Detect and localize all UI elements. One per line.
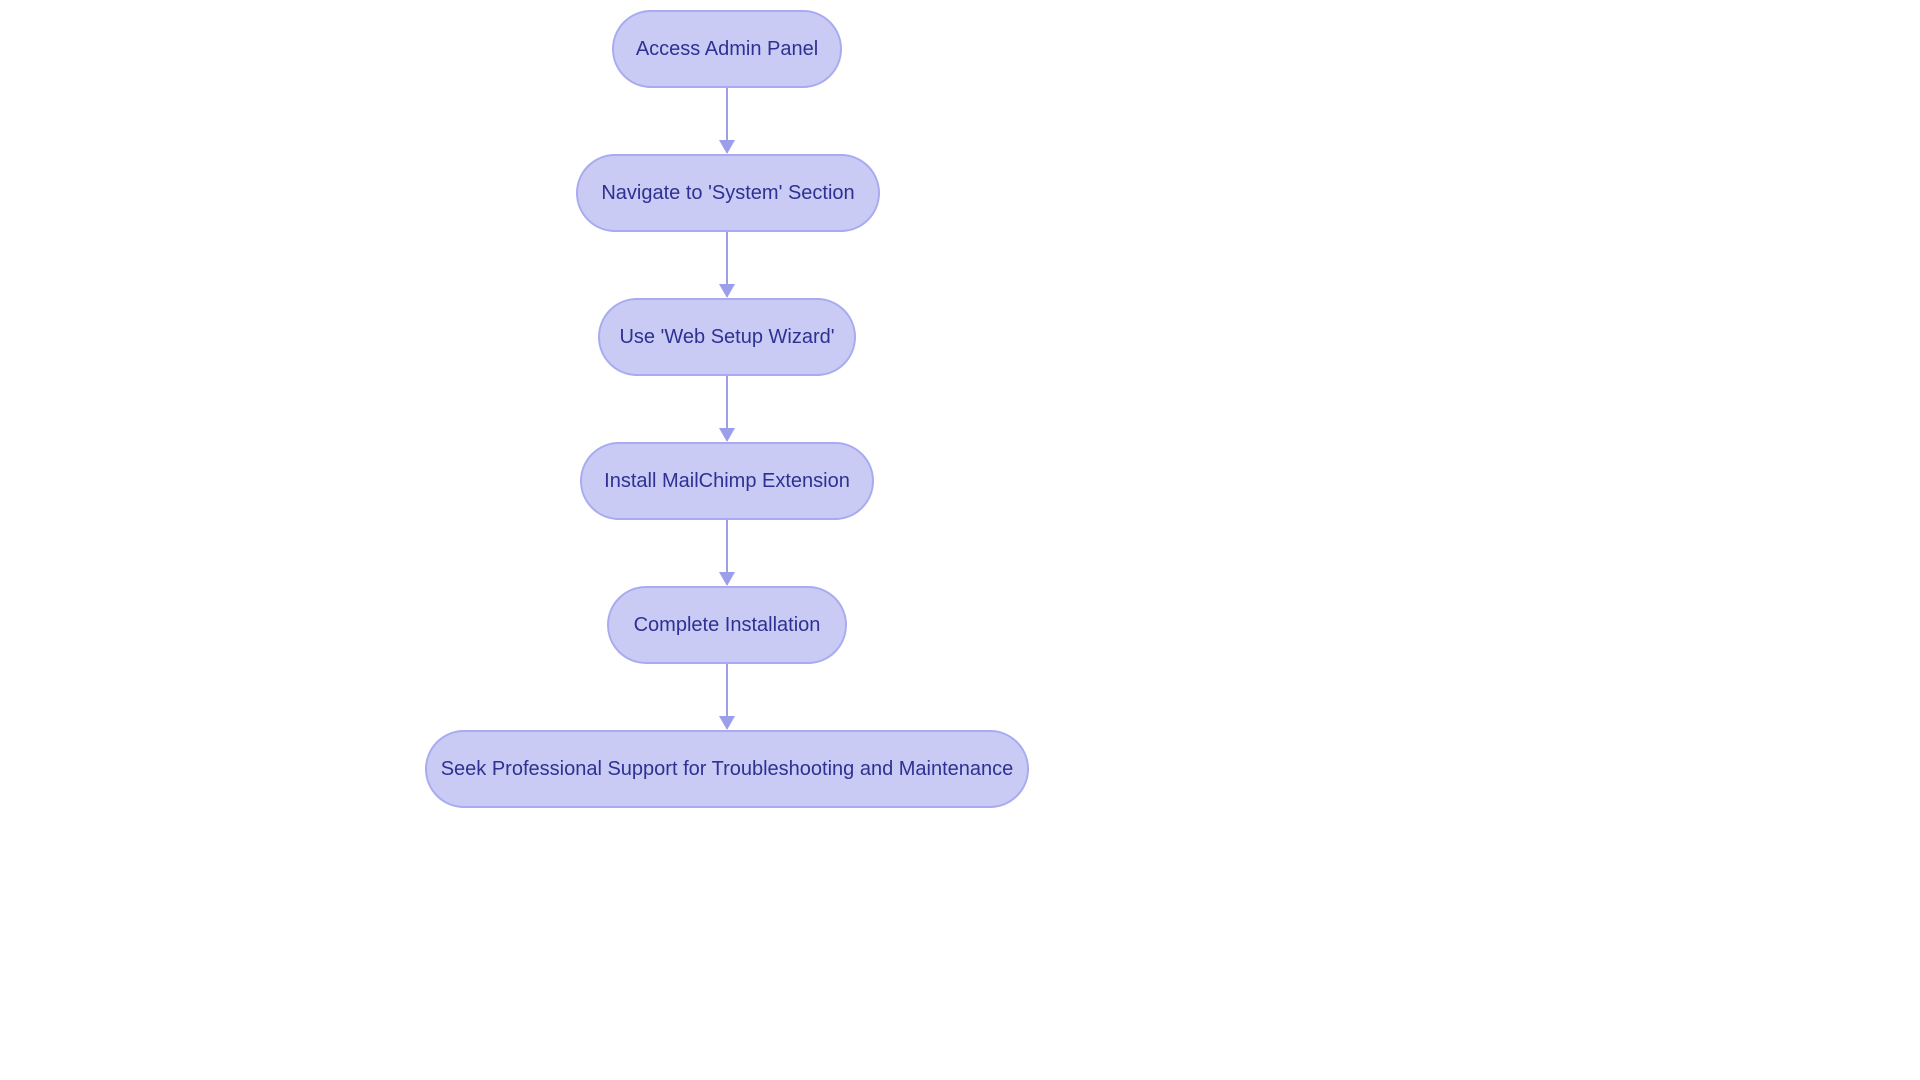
- flowchart-container: Access Admin Panel Navigate to 'System' S…: [0, 0, 1920, 1080]
- flowchart-node: Navigate to 'System' Section: [576, 154, 880, 232]
- flowchart-node: Complete Installation: [607, 586, 847, 664]
- arrow-line: [726, 232, 728, 286]
- arrow-line: [726, 520, 728, 574]
- node-label: Use 'Web Setup Wizard': [619, 326, 834, 349]
- arrow-head-icon: [719, 716, 735, 730]
- arrow-head-icon: [719, 284, 735, 298]
- node-label: Navigate to 'System' Section: [601, 182, 854, 205]
- node-label: Access Admin Panel: [636, 38, 818, 61]
- flowchart-node: Install MailChimp Extension: [580, 442, 874, 520]
- arrow-line: [726, 664, 728, 718]
- node-label: Seek Professional Support for Troublesho…: [441, 758, 1014, 781]
- node-label: Complete Installation: [634, 614, 821, 637]
- flowchart-node: Access Admin Panel: [612, 10, 842, 88]
- arrow-line: [726, 88, 728, 142]
- flowchart-node: Seek Professional Support for Troublesho…: [425, 730, 1029, 808]
- arrow-head-icon: [719, 572, 735, 586]
- arrow-head-icon: [719, 428, 735, 442]
- node-label: Install MailChimp Extension: [604, 470, 850, 493]
- flowchart-node: Use 'Web Setup Wizard': [598, 298, 856, 376]
- arrow-head-icon: [719, 140, 735, 154]
- arrow-line: [726, 376, 728, 430]
